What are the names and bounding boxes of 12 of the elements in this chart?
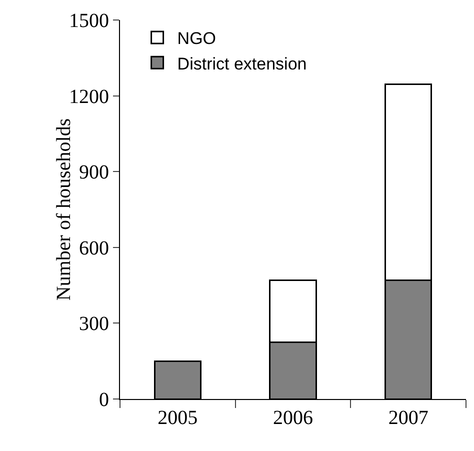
y-tick-label: 1500 <box>69 10 109 32</box>
x-tick-label: 2007 <box>388 407 428 429</box>
x-tick-label: 2006 <box>273 407 313 429</box>
y-axis-title: Number of households <box>53 118 75 301</box>
y-tick-label: 1200 <box>69 86 109 108</box>
y-tick-label: 0 <box>99 389 109 411</box>
y-tick-label: 300 <box>79 313 109 336</box>
legend-label: NGO <box>177 29 216 48</box>
y-tick-label: 900 <box>79 162 109 184</box>
y-tick-label: 600 <box>79 237 109 260</box>
x-tick-label: 2005 <box>158 407 198 429</box>
legend-label: District extension <box>177 54 307 74</box>
